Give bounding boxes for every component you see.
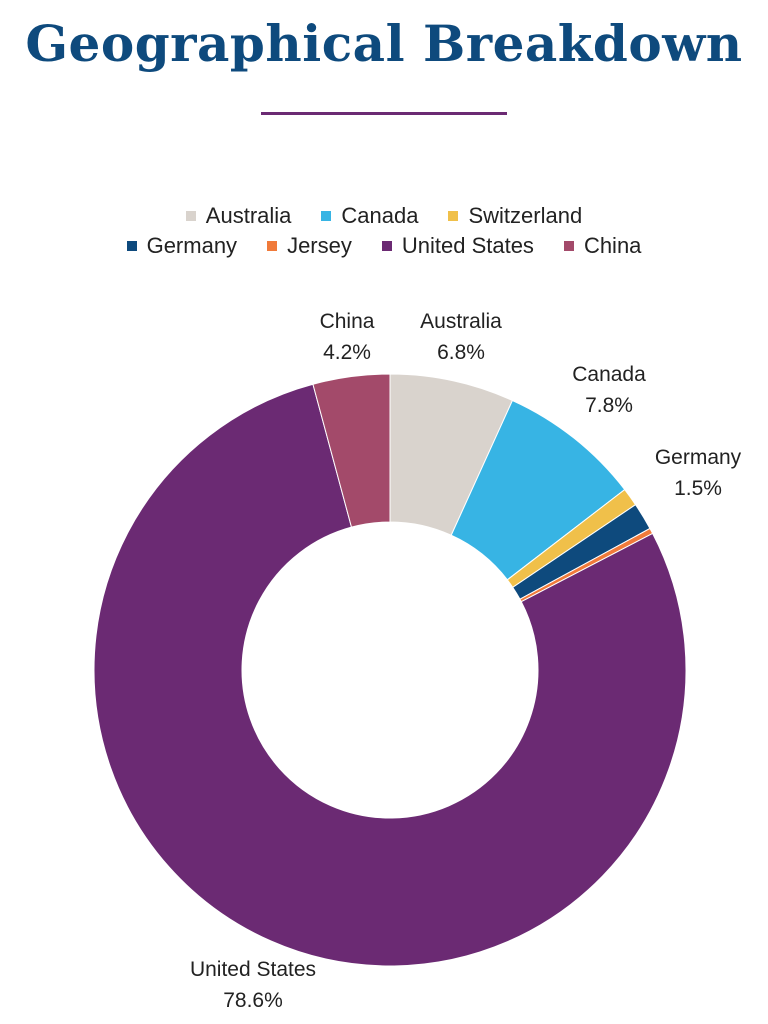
legend-swatch	[321, 211, 332, 221]
legend-swatch	[448, 211, 459, 221]
chart-legend: Australia Canada Switzerland Germany Jersey U…	[120, 204, 648, 258]
legend-label: Germany	[146, 233, 238, 258]
slice-label-name: China	[320, 310, 375, 333]
slice-label-value: 7.8%	[585, 394, 633, 417]
legend-label: Canada	[341, 203, 419, 228]
donut-labels: Australia 6.8% Canada 7.8% Germany 1.5% United…	[190, 310, 742, 1012]
legend-item-switzerland: Switzerland	[448, 204, 582, 228]
legend-swatch	[563, 241, 574, 251]
slice-label-name: Canada	[572, 363, 646, 386]
legend-label: United States	[401, 233, 534, 258]
legend-swatch	[185, 211, 196, 221]
legend-item-canada: Canada	[321, 204, 418, 228]
slice-united-states	[93, 383, 687, 967]
legend-label: Australia	[205, 203, 292, 228]
slice-label-value: 6.8%	[437, 341, 485, 364]
donut-slices	[93, 373, 687, 967]
slice-china	[312, 373, 391, 528]
legend-label: Switzerland	[468, 203, 583, 228]
slice-label-name: United States	[190, 958, 316, 981]
legend-item-united-states: United States	[381, 233, 534, 258]
legend-label: China	[583, 233, 642, 258]
legend-swatch	[126, 241, 137, 251]
legend-swatch	[381, 241, 392, 251]
legend-item-china: China	[563, 233, 642, 258]
legend-label: Jersey	[287, 233, 352, 258]
slice-label-value: 1.5%	[674, 477, 722, 500]
page-title: Geographical Breakdown	[25, 14, 743, 73]
legend-item-australia: Australia	[185, 203, 292, 228]
slice-label-name: Germany	[655, 446, 742, 469]
slice-label-value: 78.6%	[223, 989, 283, 1012]
slice-label-name: Australia	[420, 310, 502, 333]
title-divider	[261, 112, 507, 115]
slice-label-value: 4.2%	[323, 341, 371, 364]
legend-item-germany: Germany	[126, 233, 238, 258]
legend-item-jersey: Jersey	[267, 234, 352, 258]
legend-swatch	[267, 241, 278, 251]
